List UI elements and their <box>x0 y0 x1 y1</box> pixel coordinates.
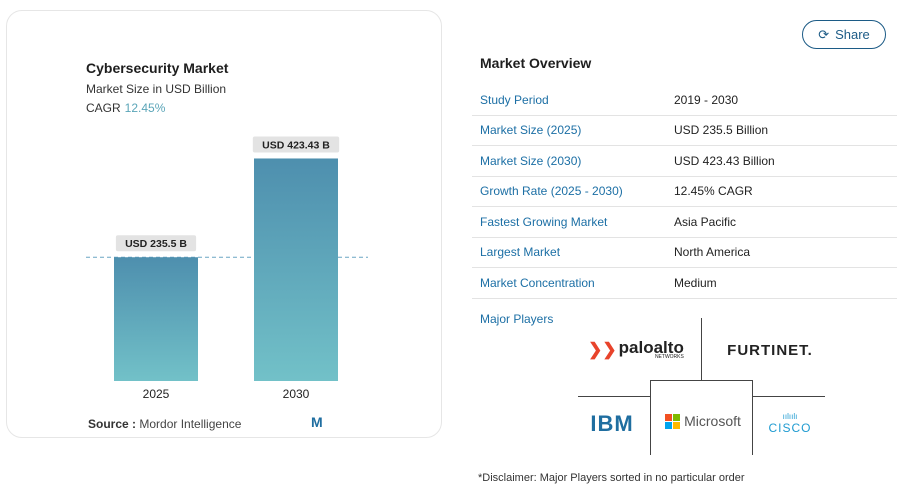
category-label: 2025 <box>143 387 170 401</box>
overview-value: North America <box>674 245 751 260</box>
overview-value: USD 235.5 Billion <box>674 123 769 138</box>
fortinet-logo: FURTINET. <box>727 341 813 359</box>
overview-row: Study Period 2019 - 2030 <box>472 85 897 116</box>
microsoft-name: Microsoft <box>684 413 741 429</box>
bar-chart: USD 235.5 B 2025 USD 423.43 B 2030 <box>86 136 368 401</box>
source-label: Source : <box>88 417 137 431</box>
major-players-title: Major Players <box>480 312 554 326</box>
cagr-label: CAGR <box>86 101 121 115</box>
players-divider <box>650 380 651 455</box>
overview-row: Growth Rate (2025 - 2030) 12.45% CAGR <box>472 177 897 207</box>
cagr-value: 12.45% <box>124 101 166 115</box>
mordor-logo-icon: M <box>311 414 323 430</box>
overview-key: Study Period <box>480 92 549 107</box>
overview-value: USD 423.43 Billion <box>674 153 775 168</box>
players-divider <box>650 380 753 381</box>
overview-row: Market Size (2025) USD 235.5 Billion <box>472 116 897 146</box>
cisco-logo: ıılıılı CISCO <box>760 411 820 437</box>
data-label-bg <box>252 136 340 153</box>
overview-row: Largest Market North America <box>472 238 897 268</box>
chart-subtitle: Market Size in USD Billion <box>86 82 227 96</box>
disclaimer: *Disclaimer: Major Players sorted in no … <box>478 472 745 484</box>
category-label: 2030 <box>283 387 310 401</box>
source-note: Source : Mordor Intelligence <box>88 417 241 431</box>
paloalto-sub: NETWORKS <box>654 353 684 360</box>
share-button[interactable]: ⟳ Share <box>802 20 886 49</box>
chart-title: Cybersecurity Market <box>86 60 229 76</box>
overview-value: 2019 - 2030 <box>674 92 739 107</box>
overview-key: Market Concentration <box>480 275 595 290</box>
overview-row: Fastest Growing Market Asia Pacific <box>472 207 897 238</box>
players-divider <box>578 396 650 397</box>
overview-row: Market Concentration Medium <box>472 268 897 299</box>
source-value: Mordor Intelligence <box>139 417 242 431</box>
share-label: Share <box>835 27 870 42</box>
overview-row: Market Size (2030) USD 423.43 Billion <box>472 146 897 177</box>
overview-title: Market Overview <box>480 55 592 71</box>
data-label-bg <box>115 235 197 252</box>
paloalto-mark-icon: ❯❯ <box>588 340 617 359</box>
overview-key: Market Size (2025) <box>480 123 582 138</box>
ibm-logo: IBM <box>590 411 634 436</box>
cisco-name: CISCO <box>768 421 812 435</box>
overview-value: 12.45% CAGR <box>674 184 753 199</box>
overview-key: Growth Rate (2025 - 2030) <box>480 184 623 199</box>
share-icon: ⟳ <box>818 26 830 42</box>
chart-cagr: CAGR 12.45% <box>86 101 165 115</box>
bar-2030 <box>254 158 338 381</box>
overview-key: Market Size (2030) <box>480 153 582 168</box>
chart-card <box>6 10 442 438</box>
paloalto-logo: ❯❯ paloalto NETWORKS <box>584 338 688 362</box>
data-label: USD 423.43 B <box>262 139 330 151</box>
paloalto-name: paloalto <box>618 337 684 357</box>
microsoft-squares-icon <box>665 413 681 429</box>
overview-key: Largest Market <box>480 245 561 260</box>
bar-2025 <box>114 257 198 381</box>
players-divider <box>753 396 825 397</box>
overview-table: Study Period 2019 - 2030 Market Size (202… <box>472 85 897 299</box>
overview-key: Fastest Growing Market <box>480 214 608 229</box>
data-label: USD 235.5 B <box>125 238 187 250</box>
cisco-bars-icon: ıılıılı <box>782 412 798 421</box>
players-divider <box>701 318 702 380</box>
players-divider <box>752 380 753 455</box>
microsoft-logo: Microsoft <box>665 408 741 434</box>
overview-value: Asia Pacific <box>674 214 737 229</box>
overview-value: Medium <box>674 275 717 290</box>
